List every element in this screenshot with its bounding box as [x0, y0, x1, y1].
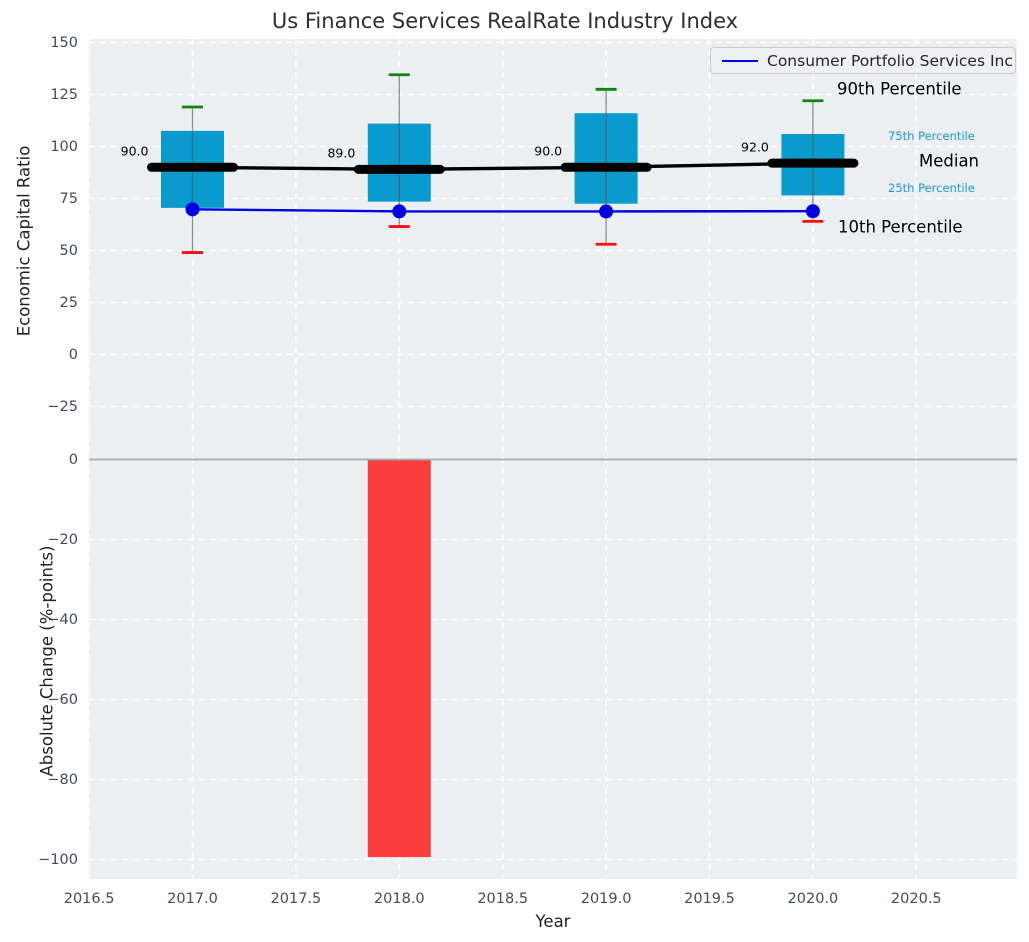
x-axis-label: Year [89, 912, 1017, 931]
y-tick-label: 0 [18, 347, 78, 363]
y-axis-label-bottom: Absolute Change (%-points) [38, 546, 57, 777]
x-tick-label: 2016.5 [64, 891, 115, 907]
legend: Consumer Portfolio Services Inc [710, 47, 1016, 74]
y-tick-label: 150 [18, 35, 78, 51]
x-tick-label: 2017.0 [167, 891, 218, 907]
y-tick-label: 0 [18, 452, 78, 468]
median-value-label: 90.0 [534, 144, 562, 159]
x-tick-label: 2017.5 [271, 891, 322, 907]
y-tick-label: −100 [18, 852, 78, 868]
x-tick-label: 2019.5 [684, 891, 735, 907]
company-marker [186, 202, 200, 216]
median-value-label: 92.0 [741, 140, 769, 155]
annotation-25th-percentile: 25th Percentile [888, 181, 975, 195]
legend-line-swatch [722, 60, 758, 62]
chart-graphics [0, 0, 1029, 942]
figure: 1501251007550250−250−20−40−60−80−1002016… [0, 0, 1029, 942]
company-marker [599, 204, 613, 218]
annotation-90th-percentile: 90th Percentile [837, 80, 962, 99]
change-bar [368, 460, 431, 858]
x-tick-label: 2018.5 [477, 891, 528, 907]
y-tick-label: −25 [18, 399, 78, 415]
x-tick-label: 2020.5 [891, 891, 942, 907]
x-tick-label: 2018.0 [374, 891, 425, 907]
x-tick-label: 2019.0 [581, 891, 632, 907]
median-value-label: 90.0 [121, 144, 149, 159]
legend-series-label: Consumer Portfolio Services Inc [767, 52, 1013, 70]
company-marker [806, 204, 820, 218]
annotation-median: Median [919, 152, 979, 171]
x-tick-label: 2020.0 [788, 891, 839, 907]
chart-title: Us Finance Services RealRate Industry In… [0, 9, 1010, 33]
y-tick-label: 125 [18, 87, 78, 103]
annotation-10th-percentile: 10th Percentile [838, 218, 963, 237]
annotation-75th-percentile: 75th Percentile [888, 129, 975, 143]
median-value-label: 89.0 [327, 146, 355, 161]
company-marker [392, 204, 406, 218]
y-axis-label-top: Economic Capital Ratio [15, 146, 34, 337]
